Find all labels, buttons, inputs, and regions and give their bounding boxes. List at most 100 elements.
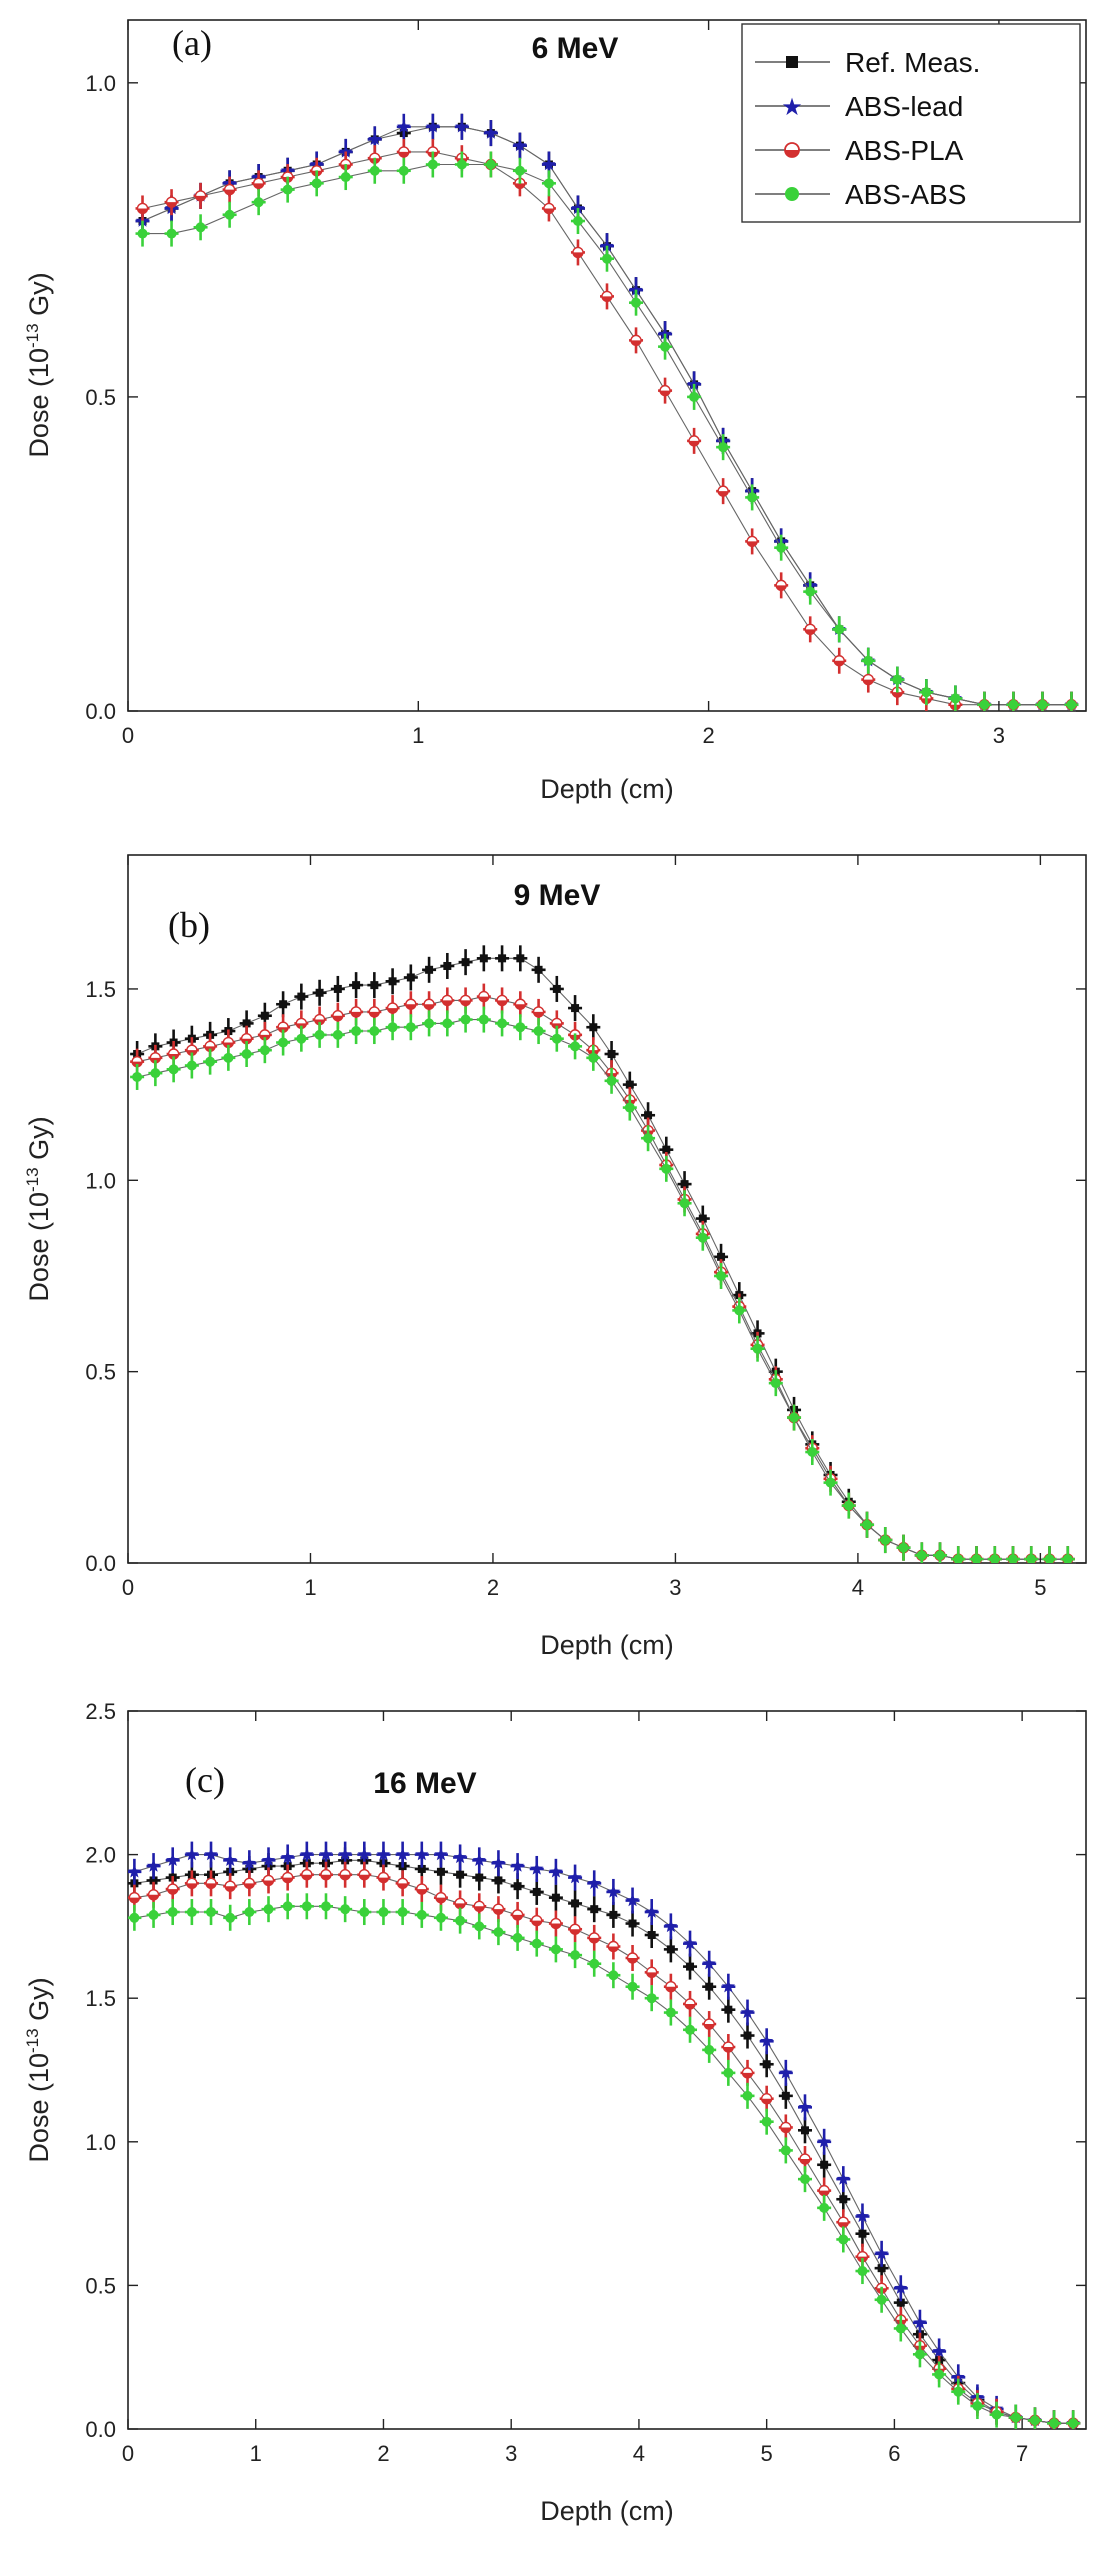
y-tick-label: 0.0 xyxy=(85,1551,116,1576)
data-point xyxy=(294,983,309,1010)
data-point xyxy=(548,1936,563,1963)
star-marker-icon: ★ xyxy=(781,93,803,121)
chart-title: 9 MeV xyxy=(514,879,601,912)
data-point xyxy=(1047,2410,1062,2429)
data-point xyxy=(683,1930,698,1957)
data-point xyxy=(797,2117,812,2144)
data-point xyxy=(587,1950,602,1977)
data-point xyxy=(396,138,411,165)
data-point xyxy=(403,991,418,1018)
data-point xyxy=(280,1864,295,1891)
data-point xyxy=(204,1899,219,1926)
data-point xyxy=(440,952,455,979)
x-tick-label: 4 xyxy=(633,2441,645,2466)
data-point xyxy=(641,1125,656,1152)
data-point xyxy=(276,1029,291,1056)
data-point xyxy=(476,983,491,1010)
data-point xyxy=(740,1999,755,2026)
y-tick-label: 0.0 xyxy=(85,699,116,724)
legend-box xyxy=(741,23,1081,223)
data-point xyxy=(721,1973,736,2000)
panel-label: (a) xyxy=(172,23,212,63)
data-point xyxy=(425,151,440,178)
data-point xyxy=(440,1010,455,1037)
data-point xyxy=(745,528,760,555)
plot-frame xyxy=(127,854,1087,1564)
data-point xyxy=(312,979,327,1006)
data-point xyxy=(832,616,847,643)
data-point xyxy=(529,1907,544,1934)
data-point xyxy=(951,2378,966,2405)
data-point xyxy=(510,1924,525,1951)
y-axis-title: Dose (10-13 Gy) xyxy=(23,272,54,457)
data-point xyxy=(570,239,585,266)
x-axis-title: Depth (cm) xyxy=(540,2496,674,2526)
data-point xyxy=(687,427,702,454)
data-point xyxy=(396,113,411,140)
data-point xyxy=(512,132,527,159)
series-layer xyxy=(135,113,1079,711)
data-point xyxy=(376,1841,391,1868)
data-point xyxy=(600,283,614,310)
y-axis-title-unit: Gy) xyxy=(24,1116,54,1167)
data-point xyxy=(855,2203,870,2230)
legend-entry-abs-lead: ★ ABS-lead xyxy=(755,91,963,122)
x-tick-label: 1 xyxy=(304,1575,316,1600)
data-point xyxy=(239,1041,254,1068)
legend-label: Ref. Meas. xyxy=(845,47,980,78)
legend-entry-abs-abs: ABS-ABS xyxy=(755,179,966,210)
data-point xyxy=(222,201,237,228)
data-point xyxy=(586,1014,601,1041)
axis-ticks: 0 1 2 3 4 5 0.0 0.5 1.0 1.5 xyxy=(85,855,1086,1600)
data-point xyxy=(146,1901,161,1928)
x-tick-label: 4 xyxy=(852,1575,864,1600)
data-point xyxy=(750,1335,765,1362)
data-point xyxy=(778,2082,793,2109)
data-point xyxy=(193,214,208,241)
data-point xyxy=(803,578,818,605)
legend: Ref. Meas. ★ ABS-lead ABS-PLA ABS-ABS xyxy=(741,23,1081,223)
data-point xyxy=(385,1014,400,1041)
data-point xyxy=(625,1973,640,2000)
data-point xyxy=(1024,1546,1039,1563)
data-point xyxy=(721,1996,736,2023)
data-point xyxy=(797,2166,812,2193)
data-point xyxy=(529,1855,544,1882)
data-point xyxy=(376,1864,391,1891)
data-point xyxy=(759,2028,774,2055)
data-point xyxy=(817,2194,832,2221)
circle-marker-icon xyxy=(785,187,799,201)
data-point xyxy=(721,2059,736,2086)
data-point xyxy=(914,1542,929,1563)
data-point xyxy=(732,1297,747,1324)
data-point xyxy=(318,1861,333,1888)
data-point xyxy=(919,679,934,706)
y-axis-title-main: Dose (10 xyxy=(24,348,54,458)
panel-a: (a) 6 MeV 0 1 2 3 0.0 0.5 1.0 Depth (cm) Dose … xyxy=(23,19,1087,804)
data-point xyxy=(483,120,498,147)
data-point xyxy=(223,1904,238,1931)
data-point xyxy=(860,1511,875,1538)
x-tick-label: 5 xyxy=(761,2441,773,2466)
data-point xyxy=(440,987,455,1014)
axis-ticks: 0 1 2 3 4 5 6 7 0.0 0.5 1.0 1.5 2.0 2.5 xyxy=(85,1699,1086,2466)
data-point xyxy=(644,1959,659,1986)
data-point xyxy=(165,1876,180,1903)
data-point xyxy=(1066,2410,1081,2429)
data-point xyxy=(987,1546,1002,1563)
data-point xyxy=(759,2051,774,2078)
data-point xyxy=(663,1913,678,1940)
y-tick-label: 0.5 xyxy=(85,1360,116,1385)
data-point xyxy=(702,2011,717,2038)
data-point xyxy=(472,1913,487,1940)
data-point xyxy=(312,1021,327,1048)
data-point xyxy=(805,1439,820,1466)
data-point xyxy=(242,1870,257,1897)
data-point xyxy=(395,1841,410,1868)
data-point xyxy=(977,691,992,711)
data-point xyxy=(659,1155,674,1182)
plot-frame xyxy=(127,19,1087,712)
data-point xyxy=(629,327,644,354)
